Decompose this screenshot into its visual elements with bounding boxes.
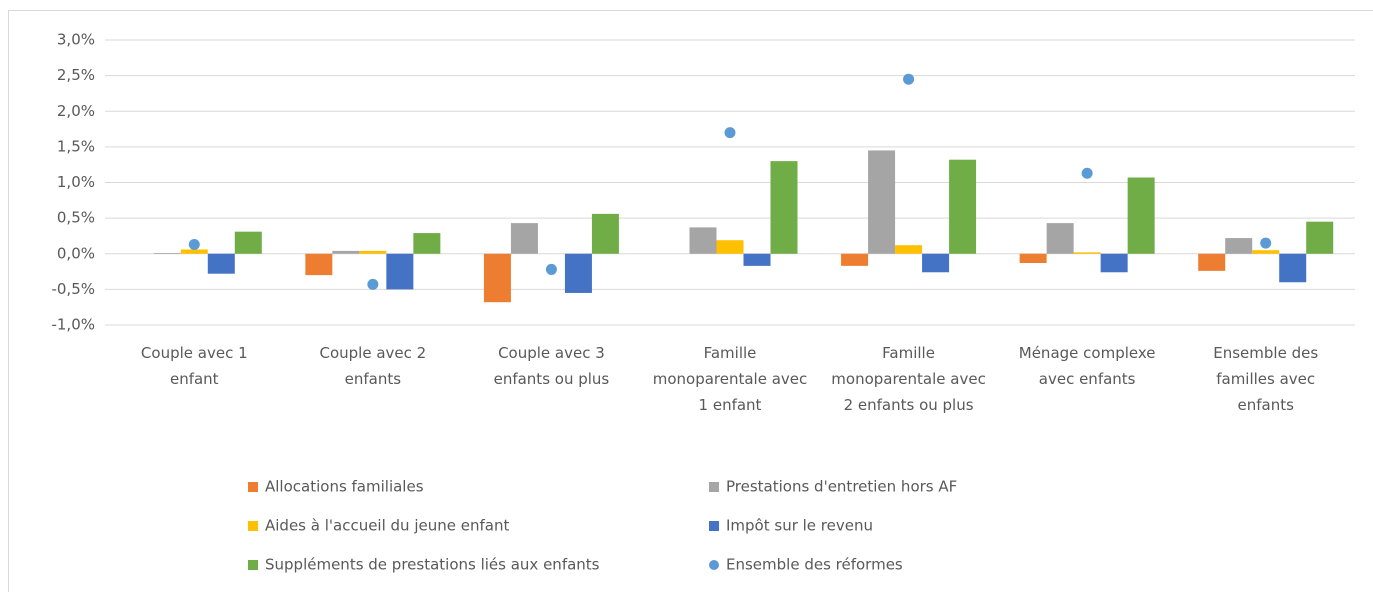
legend-marker bbox=[709, 521, 719, 531]
x-tick-label: Couple avec 3 enfants ou plus bbox=[493, 344, 610, 388]
bar bbox=[483, 253, 511, 303]
bar bbox=[305, 253, 333, 276]
y-tick-label: 0,0% bbox=[57, 244, 95, 262]
bar bbox=[413, 233, 441, 254]
chart-frame bbox=[8, 10, 1373, 592]
y-tick-label: 3,0% bbox=[57, 31, 95, 49]
dot bbox=[1081, 167, 1093, 179]
bar bbox=[770, 161, 798, 254]
bar bbox=[689, 227, 717, 254]
x-tick-label: Ensemble des familles avec enfants bbox=[1213, 344, 1319, 414]
legend-marker bbox=[248, 482, 258, 492]
dot bbox=[545, 263, 557, 275]
bar bbox=[949, 159, 977, 254]
legend-label: Suppléments de prestations liés aux enfa… bbox=[265, 556, 600, 574]
y-tick-label: 1,5% bbox=[57, 137, 95, 155]
legend-label: Ensemble des réformes bbox=[726, 556, 903, 574]
bar bbox=[207, 253, 235, 274]
bar bbox=[564, 253, 592, 293]
bar bbox=[510, 223, 538, 254]
dot bbox=[903, 73, 915, 85]
dot bbox=[188, 238, 200, 250]
y-tick-label: 0,5% bbox=[57, 209, 95, 227]
y-tick-label: -1,0% bbox=[51, 316, 95, 334]
dot bbox=[1260, 237, 1272, 249]
bar bbox=[1073, 252, 1101, 254]
legend-label: Allocations familiales bbox=[265, 478, 424, 496]
bar bbox=[332, 250, 360, 254]
bar bbox=[180, 249, 208, 254]
bar bbox=[1100, 253, 1128, 273]
bar bbox=[922, 253, 950, 273]
y-tick-label: 2,5% bbox=[57, 66, 95, 84]
legend-label: Prestations d'entretien hors AF bbox=[726, 478, 957, 496]
x-tick-label: Famille monoparentale avec 1 enfant bbox=[652, 344, 808, 414]
bar bbox=[1198, 253, 1226, 271]
y-tick-label: 2,0% bbox=[57, 102, 95, 120]
x-tick-label: Couple avec 2 enfants bbox=[319, 344, 427, 388]
bar bbox=[386, 253, 414, 290]
legend-marker bbox=[709, 482, 719, 492]
legend-marker bbox=[248, 521, 258, 531]
bar bbox=[1127, 177, 1155, 254]
bar bbox=[153, 253, 181, 254]
dot bbox=[367, 278, 379, 290]
bar bbox=[895, 245, 923, 254]
bar bbox=[1225, 238, 1253, 254]
y-tick-label: 1,0% bbox=[57, 173, 95, 191]
bar bbox=[359, 250, 387, 254]
bar bbox=[1279, 253, 1307, 283]
bar bbox=[1306, 221, 1334, 254]
bar bbox=[743, 253, 771, 266]
bar bbox=[1252, 250, 1280, 254]
legend-label: Aides à l'accueil du jeune enfant bbox=[265, 517, 509, 535]
bar bbox=[1046, 223, 1074, 254]
bar bbox=[234, 231, 262, 254]
dot bbox=[724, 127, 736, 139]
legend-marker bbox=[248, 560, 258, 570]
bar bbox=[868, 150, 896, 254]
bar bbox=[841, 253, 869, 266]
bar bbox=[716, 240, 744, 254]
legend-label: Impôt sur le revenu bbox=[726, 517, 873, 535]
bar bbox=[591, 213, 619, 254]
bar bbox=[1019, 253, 1047, 264]
legend-marker bbox=[709, 560, 719, 570]
x-tick-label: Ménage complexe avec enfants bbox=[1018, 344, 1156, 388]
x-tick-label: Couple avec 1 enfant bbox=[140, 344, 248, 388]
x-tick-label: Famille monoparentale avec 2 enfants ou … bbox=[831, 344, 986, 414]
y-tick-label: -0,5% bbox=[51, 280, 95, 298]
